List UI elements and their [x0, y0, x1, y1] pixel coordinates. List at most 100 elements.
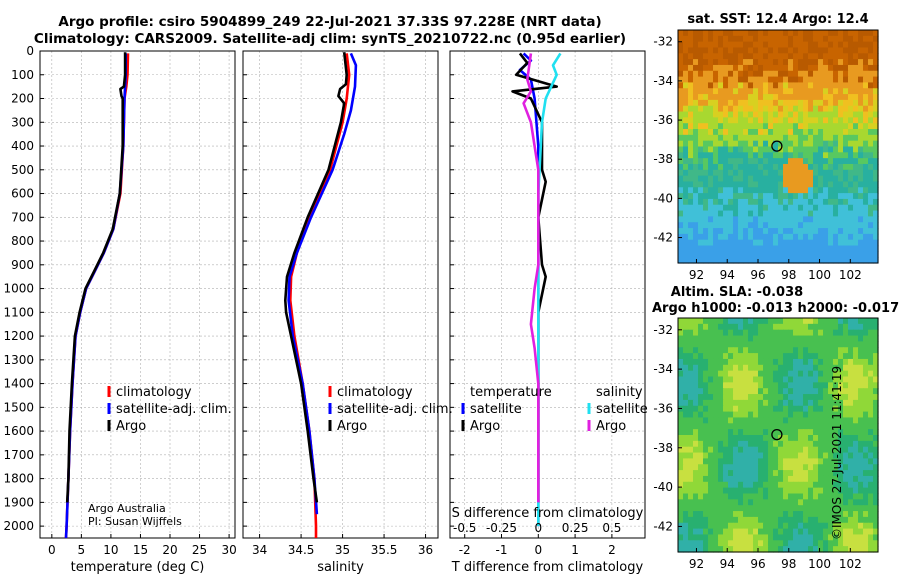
heatmap-cell	[838, 435, 844, 442]
heatmap-cell	[733, 376, 739, 383]
heatmap-cell	[778, 117, 784, 124]
heatmap-cell	[733, 222, 739, 229]
heatmap-cell	[683, 187, 689, 194]
heatmap-cell	[873, 140, 879, 148]
heatmap-cell	[723, 405, 729, 413]
heatmap-cell	[808, 158, 814, 165]
heatmap-cell	[743, 440, 749, 448]
heatmap-cell	[728, 59, 734, 66]
heatmap-cell	[758, 347, 764, 354]
heatmap-cell	[693, 105, 699, 113]
heatmap-cell	[773, 35, 779, 43]
heatmap-cell	[693, 475, 699, 483]
heatmap-cell	[688, 111, 694, 118]
heatmap-cell	[708, 82, 714, 89]
y-tick-label: 1900	[3, 495, 34, 509]
heatmap-cell	[868, 193, 874, 200]
heatmap-cell	[828, 123, 834, 130]
heatmap-cell	[848, 353, 854, 360]
heatmap-cell	[693, 364, 699, 372]
heatmap-cell	[728, 546, 734, 553]
heatmap-cell	[788, 446, 794, 454]
heatmap-cell	[778, 405, 784, 413]
heatmap-cell	[853, 140, 859, 148]
heatmap-cell	[853, 222, 859, 229]
heatmap-cell	[803, 76, 809, 84]
heatmap-cell	[733, 64, 739, 72]
heatmap-cell	[823, 335, 829, 342]
heatmap-cell	[733, 417, 739, 424]
y-tick-label: -36	[653, 113, 673, 127]
heatmap-cell	[678, 228, 684, 235]
heatmap-cell	[823, 405, 829, 413]
heatmap-cell	[718, 257, 724, 264]
heatmap-cell	[768, 511, 774, 518]
heatmap-cell	[873, 41, 879, 49]
heatmap-cell	[848, 475, 854, 483]
heatmap-cell	[678, 158, 684, 165]
heatmap-cell	[763, 257, 769, 264]
heatmap-cell	[783, 41, 789, 49]
heatmap-cell	[803, 233, 809, 241]
heatmap-cell	[823, 163, 829, 171]
heatmap-cell	[703, 82, 709, 89]
heatmap-cell	[793, 245, 799, 252]
heatmap-cell	[748, 347, 754, 354]
heatmap-cell	[853, 111, 859, 118]
heatmap-cell	[868, 47, 874, 54]
heatmap-cell	[738, 376, 744, 383]
heatmap-cell	[698, 187, 704, 194]
heatmap-cell	[708, 117, 714, 124]
heatmap-cell	[853, 216, 859, 223]
heatmap-cell	[843, 382, 849, 389]
heatmap-cell	[703, 540, 709, 547]
heatmap-cell	[778, 516, 784, 524]
heatmap-cell	[743, 487, 749, 495]
heatmap-cell	[823, 493, 829, 500]
heatmap-cell	[678, 528, 684, 536]
heatmap-cell	[713, 481, 719, 489]
heatmap-cell	[823, 388, 829, 395]
heatmap-cell	[803, 251, 809, 258]
heatmap-cell	[853, 458, 859, 465]
heatmap-cell	[778, 158, 784, 165]
heatmap-cell	[738, 59, 744, 66]
heatmap-cell	[693, 111, 699, 118]
x-tick-label: 15	[133, 543, 148, 557]
heatmap-cell	[833, 341, 839, 348]
heatmap-cell	[753, 364, 759, 372]
heatmap-cell	[818, 158, 824, 165]
heatmap-cell	[758, 522, 764, 530]
heatmap-cell	[873, 358, 879, 366]
heatmap-cell	[858, 216, 864, 223]
heatmap-cell	[808, 440, 814, 448]
heatmap-cell	[858, 163, 864, 171]
heatmap-cell	[703, 335, 709, 342]
heatmap-cell	[698, 64, 704, 72]
heatmap-cell	[803, 59, 809, 66]
heatmap-cell	[753, 76, 759, 84]
heatmap-cell	[848, 233, 854, 241]
heatmap-cell	[873, 429, 879, 436]
heatmap-cell	[743, 163, 749, 171]
heatmap-cell	[838, 216, 844, 223]
heatmap-cell	[853, 163, 859, 171]
heatmap-cell	[763, 175, 769, 183]
heatmap-cell	[728, 198, 734, 206]
heatmap-cell	[703, 318, 709, 325]
heatmap-cell	[683, 82, 689, 89]
heatmap-cell	[748, 152, 754, 159]
heatmap-cell	[698, 76, 704, 84]
heatmap-cell	[723, 470, 729, 477]
heatmap-cell	[713, 376, 719, 383]
heatmap-cell	[838, 99, 844, 107]
heatmap-cell	[693, 251, 699, 258]
heatmap-cell	[773, 323, 779, 331]
heatmap-cell	[823, 134, 829, 142]
heatmap-cell	[698, 233, 704, 241]
heatmap-cell	[848, 329, 854, 337]
heatmap-cell	[858, 175, 864, 183]
heatmap-cell	[868, 487, 874, 495]
heatmap-cell	[713, 228, 719, 235]
